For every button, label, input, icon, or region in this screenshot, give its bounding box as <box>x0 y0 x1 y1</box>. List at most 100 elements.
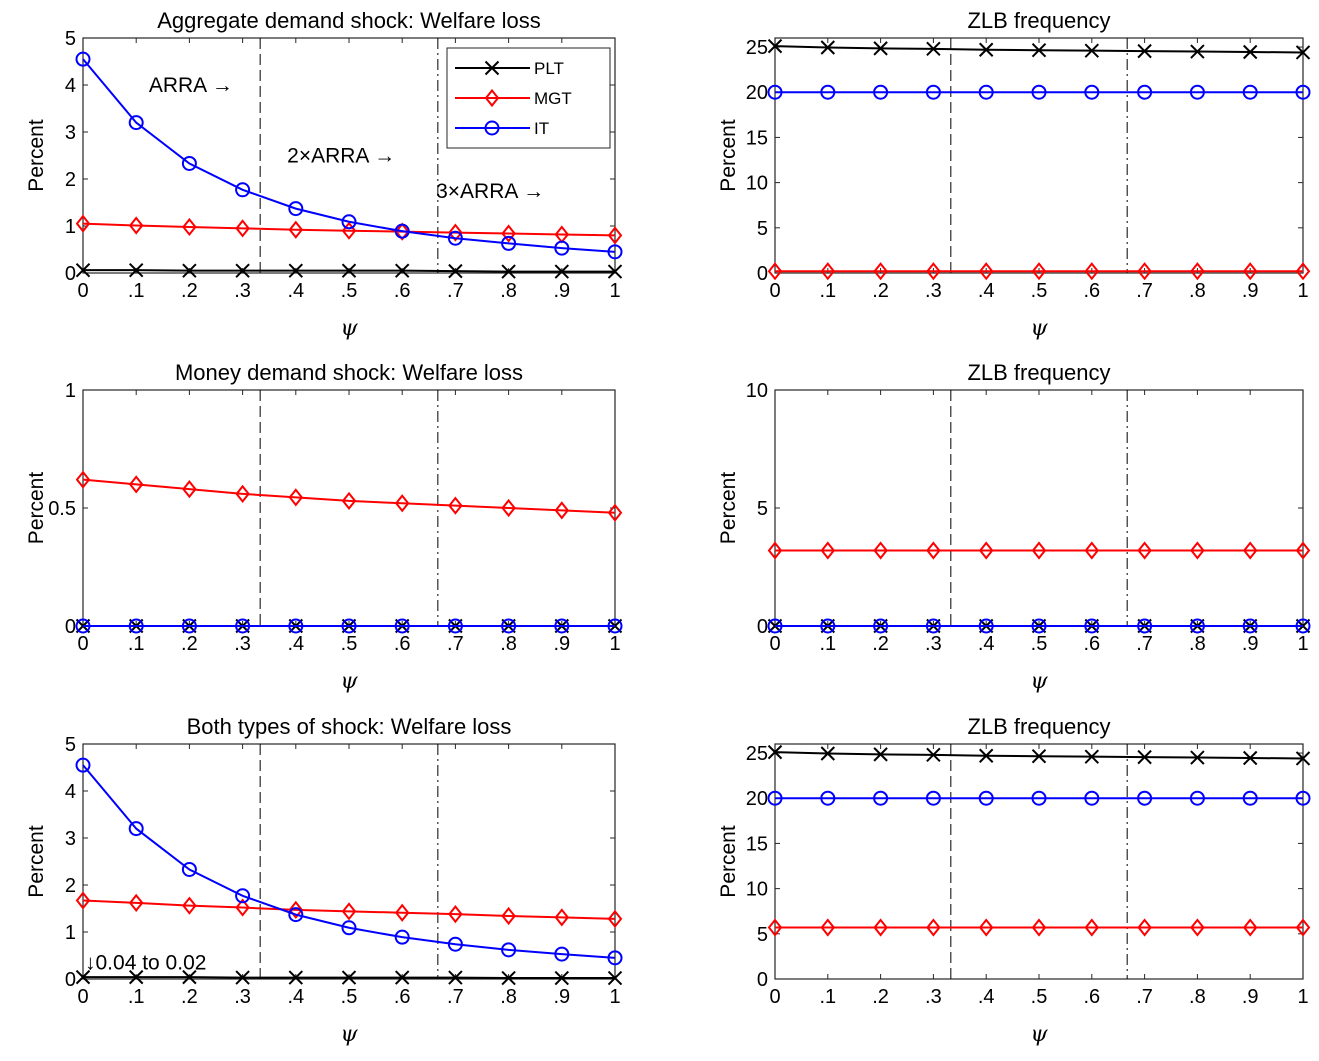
x-tick-label: .7 <box>447 280 464 302</box>
data-point-plt <box>978 42 994 57</box>
data-point-mgt <box>1190 262 1205 281</box>
y-tick-label: 2 <box>65 875 76 897</box>
y-tick-label: 0 <box>65 969 76 991</box>
series-it <box>75 618 623 634</box>
data-point-mgt <box>448 223 463 242</box>
data-point-it <box>181 155 197 171</box>
data-point-mgt <box>1295 918 1311 937</box>
data-point-mgt <box>235 898 250 917</box>
x-tick-label: .1 <box>819 633 836 655</box>
x-tick-label: 0 <box>77 633 88 655</box>
data-point-mgt <box>1137 541 1152 560</box>
plot-area-frame <box>774 389 1304 627</box>
data-point-mgt <box>1031 262 1047 281</box>
x-axis-label: ψ <box>340 316 358 341</box>
data-point-mgt <box>926 918 941 937</box>
series-mgt <box>767 541 1311 560</box>
data-point-it <box>288 907 304 923</box>
x-tick-label: .1 <box>819 280 836 302</box>
x-tick-label: 0 <box>769 986 780 1008</box>
data-point-mgt <box>607 226 623 245</box>
data-point-plt <box>448 263 463 279</box>
series-mgt <box>75 214 623 245</box>
data-point-it <box>767 790 783 806</box>
x-tick-label: .4 <box>287 986 304 1008</box>
data-point-it <box>554 618 570 634</box>
data-point-it <box>75 757 91 773</box>
x-tick-label: 1 <box>609 633 620 655</box>
data-point-mgt <box>554 908 570 927</box>
y-tick-label: 4 <box>65 75 76 97</box>
data-point-plt <box>820 746 836 761</box>
data-point-plt <box>341 263 357 278</box>
data-point-mgt <box>1031 541 1047 560</box>
chart-title: Both types of shock: Welfare loss <box>187 714 512 739</box>
data-point-plt <box>767 38 783 54</box>
data-point-plt <box>554 264 570 279</box>
data-point-it <box>341 214 357 230</box>
x-tick-label: .1 <box>128 986 145 1008</box>
series-line-mgt <box>82 222 616 237</box>
y-tick-label: 10 <box>746 879 768 901</box>
data-point-it <box>1295 618 1311 634</box>
series-line-mgt <box>82 478 616 514</box>
legend-label: MGT <box>534 89 572 108</box>
data-point-it <box>820 84 836 100</box>
x-tick-label: .6 <box>394 633 411 655</box>
data-point-it <box>447 230 463 246</box>
data-point-mgt <box>394 494 410 513</box>
data-point-mgt <box>288 900 304 920</box>
plot-area-frame <box>774 37 1304 274</box>
x-tick-label: .5 <box>341 986 358 1008</box>
data-point-mgt <box>1295 541 1311 560</box>
x-tick-label: 0 <box>77 280 88 302</box>
data-point-it <box>1137 618 1153 634</box>
data-point-it <box>1189 618 1205 634</box>
legend-label: PLT <box>534 59 564 78</box>
data-point-it <box>1189 84 1205 100</box>
data-point-plt <box>1190 44 1205 59</box>
y-tick-label: 1 <box>65 922 76 944</box>
x-tick-label: .9 <box>553 280 570 302</box>
x-tick-label: .2 <box>181 986 198 1008</box>
x-tick-label: .2 <box>181 633 198 655</box>
y-tick-label: 25 <box>746 743 768 765</box>
data-point-mgt <box>554 501 570 520</box>
x-tick-label: 0 <box>769 633 780 655</box>
data-point-mgt <box>128 893 144 912</box>
legend-entry-mgt: MGT <box>455 88 572 108</box>
data-point-it <box>978 618 994 634</box>
data-point-mgt <box>873 918 888 937</box>
data-point-it <box>1084 790 1100 806</box>
data-point-mgt <box>394 222 410 241</box>
x-tick-label: .8 <box>1189 280 1206 302</box>
data-point-mgt <box>873 541 888 560</box>
data-point-mgt <box>288 220 304 239</box>
data-point-plt <box>1295 45 1311 60</box>
data-point-mgt <box>820 918 836 937</box>
y-tick-label: 10 <box>746 173 768 195</box>
data-point-plt <box>288 263 304 278</box>
data-point-mgt <box>978 541 994 560</box>
annotation-text: 3×ARRA → <box>436 180 544 203</box>
x-axis-label: ψ <box>1030 1022 1048 1047</box>
y-tick-label: 3 <box>65 122 76 144</box>
x-tick-label: .6 <box>1083 986 1100 1008</box>
data-point-plt <box>607 970 623 986</box>
data-point-it <box>341 618 357 634</box>
series-line-mgt <box>82 899 616 920</box>
series-it <box>767 618 1311 634</box>
series-mgt <box>75 470 623 522</box>
series-it <box>75 51 623 260</box>
x-axis-label: ψ <box>340 1022 358 1047</box>
data-point-mgt <box>1084 918 1100 937</box>
x-tick-label: .4 <box>978 280 995 302</box>
series-plt <box>767 38 1311 60</box>
data-point-it <box>181 861 197 877</box>
chart-title: ZLB frequency <box>967 8 1110 33</box>
y-tick-label: 4 <box>65 781 76 803</box>
chart-panel-5: 0 .1 .2 .3 .4 .5 .6 .7 .8 .9 1 0 1 2 3 4 5 Both types of … <box>25 714 623 1047</box>
data-point-plt <box>128 262 144 278</box>
data-point-mgt <box>1190 918 1205 937</box>
